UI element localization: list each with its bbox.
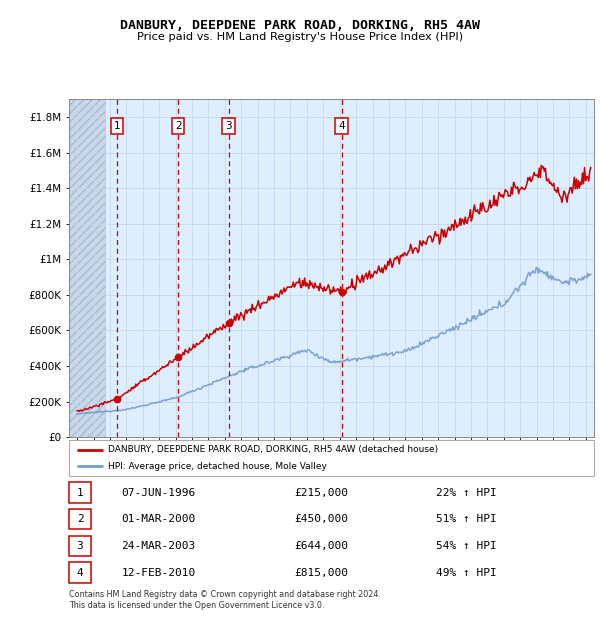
Text: 3: 3 xyxy=(77,541,83,551)
Text: 51% ↑ HPI: 51% ↑ HPI xyxy=(437,514,497,525)
Text: 01-MAR-2000: 01-MAR-2000 xyxy=(121,514,196,525)
Text: 54% ↑ HPI: 54% ↑ HPI xyxy=(437,541,497,551)
Text: 3: 3 xyxy=(226,121,232,131)
Text: £450,000: £450,000 xyxy=(294,514,348,525)
Text: Contains HM Land Registry data © Crown copyright and database right 2024.
This d: Contains HM Land Registry data © Crown c… xyxy=(69,590,381,609)
Text: 2: 2 xyxy=(77,514,83,525)
FancyBboxPatch shape xyxy=(69,536,91,556)
Text: £215,000: £215,000 xyxy=(294,487,348,498)
Text: Price paid vs. HM Land Registry's House Price Index (HPI): Price paid vs. HM Land Registry's House … xyxy=(137,32,463,42)
Text: 07-JUN-1996: 07-JUN-1996 xyxy=(121,487,196,498)
Text: 24-MAR-2003: 24-MAR-2003 xyxy=(121,541,196,551)
Text: HPI: Average price, detached house, Mole Valley: HPI: Average price, detached house, Mole… xyxy=(109,462,327,471)
Text: 4: 4 xyxy=(77,567,83,578)
Text: 49% ↑ HPI: 49% ↑ HPI xyxy=(437,567,497,578)
FancyBboxPatch shape xyxy=(69,562,91,583)
Text: 2: 2 xyxy=(175,121,182,131)
FancyBboxPatch shape xyxy=(69,440,594,476)
FancyBboxPatch shape xyxy=(69,482,91,503)
Text: DANBURY, DEEPDENE PARK ROAD, DORKING, RH5 4AW (detached house): DANBURY, DEEPDENE PARK ROAD, DORKING, RH… xyxy=(109,445,439,454)
Text: 1: 1 xyxy=(77,487,83,498)
Text: 22% ↑ HPI: 22% ↑ HPI xyxy=(437,487,497,498)
Text: £815,000: £815,000 xyxy=(294,567,348,578)
FancyBboxPatch shape xyxy=(69,509,91,529)
Text: 12-FEB-2010: 12-FEB-2010 xyxy=(121,567,196,578)
Text: DANBURY, DEEPDENE PARK ROAD, DORKING, RH5 4AW: DANBURY, DEEPDENE PARK ROAD, DORKING, RH… xyxy=(120,19,480,32)
Bar xyxy=(69,99,105,437)
Text: £644,000: £644,000 xyxy=(294,541,348,551)
Text: 1: 1 xyxy=(114,121,121,131)
Bar xyxy=(69,99,105,437)
Text: 4: 4 xyxy=(338,121,345,131)
